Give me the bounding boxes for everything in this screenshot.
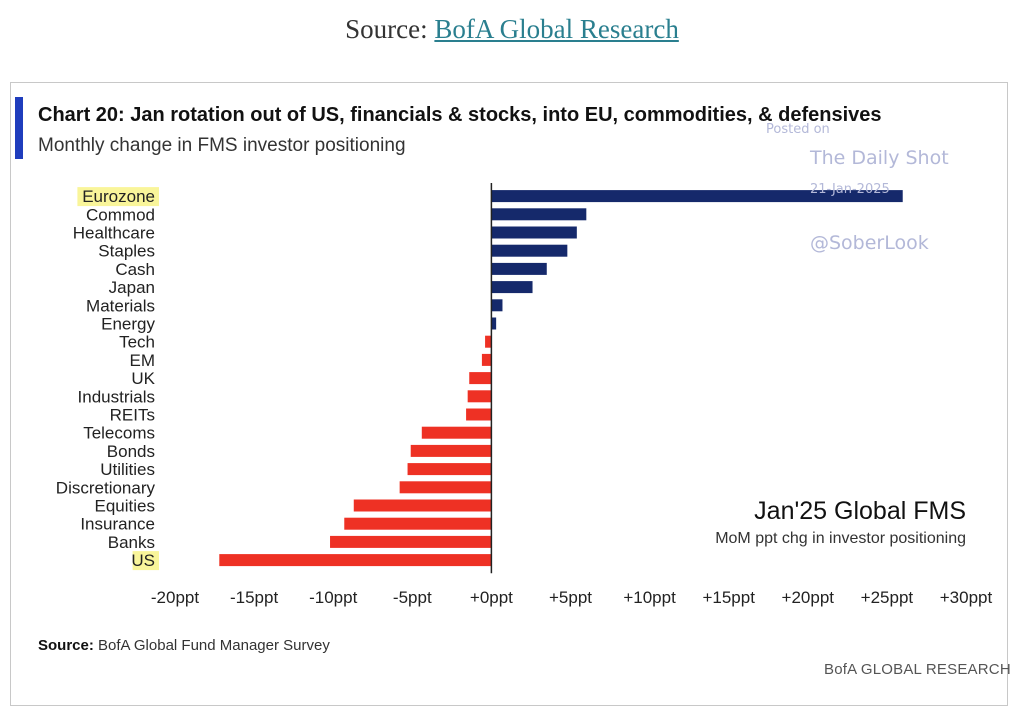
category-label-uk: UK bbox=[131, 369, 155, 388]
chart-subtitle: Monthly change in FMS investor positioni… bbox=[38, 135, 406, 156]
category-label-equities: Equities bbox=[95, 497, 155, 516]
x-tick-label: +0ppt bbox=[470, 588, 513, 607]
category-label-insurance: Insurance bbox=[80, 515, 155, 534]
bar-bonds bbox=[410, 444, 492, 457]
x-tick-label: +30ppt bbox=[940, 588, 993, 607]
bar-materials bbox=[491, 299, 503, 312]
bar-insurance bbox=[344, 517, 492, 530]
bar-tech bbox=[485, 335, 492, 348]
category-label-telecoms: Telecoms bbox=[83, 424, 155, 443]
category-label-cash: Cash bbox=[115, 260, 155, 279]
bar-energy bbox=[491, 317, 497, 330]
x-tick-label: -5ppt bbox=[393, 588, 432, 607]
bar-reits bbox=[466, 408, 492, 421]
x-tick-label: -15ppt bbox=[230, 588, 278, 607]
category-label-banks: Banks bbox=[108, 533, 155, 552]
title-accent-bar bbox=[15, 97, 23, 159]
bar-em bbox=[481, 353, 492, 366]
watermark-brand: The Daily Shot bbox=[810, 147, 949, 169]
bar-eurozone bbox=[491, 190, 903, 203]
bar-banks bbox=[330, 535, 492, 548]
annotation-subtitle: MoM ppt chg in investor positioning bbox=[715, 530, 966, 547]
bar-utilities bbox=[407, 463, 492, 476]
category-label-utilities: Utilities bbox=[100, 460, 155, 479]
x-tick-label: -10ppt bbox=[309, 588, 357, 607]
footer-source: Source: BofA Global Fund Manager Survey bbox=[38, 637, 330, 654]
chart-title: Chart 20: Jan rotation out of US, financ… bbox=[38, 104, 882, 126]
footer-source-text: BofA Global Fund Manager Survey bbox=[98, 637, 330, 654]
source-line: Source: BofA Global Research bbox=[0, 14, 1024, 45]
bar-staples bbox=[491, 244, 568, 257]
category-label-reits: REITs bbox=[110, 406, 155, 425]
x-tick-label: +10ppt bbox=[623, 588, 676, 607]
bar-equities bbox=[353, 499, 492, 512]
footer-brand: BofA GLOBAL RESEARCH bbox=[824, 661, 1011, 678]
category-label-eurozone: Eurozone bbox=[82, 187, 155, 206]
footer-source-label: Source: bbox=[38, 637, 94, 654]
category-label-bonds: Bonds bbox=[107, 442, 155, 461]
category-label-commod: Commod bbox=[86, 205, 155, 224]
annotation-title: Jan'25 Global FMS bbox=[754, 497, 966, 525]
bar-healthcare bbox=[491, 226, 577, 239]
bar-telecoms bbox=[421, 426, 492, 439]
bar-discretionary bbox=[399, 481, 492, 494]
watermark-posted: Posted on bbox=[766, 122, 830, 137]
chart-frame bbox=[10, 82, 1008, 706]
x-tick-label: +15ppt bbox=[702, 588, 755, 607]
x-tick-label: +20ppt bbox=[782, 588, 835, 607]
category-label-industrials: Industrials bbox=[78, 387, 155, 406]
bar-uk bbox=[469, 372, 492, 385]
x-tick-label: -20ppt bbox=[151, 588, 199, 607]
bar-industrials bbox=[467, 390, 492, 403]
watermark-date: 21-Jan-2025 bbox=[810, 182, 890, 197]
category-label-energy: Energy bbox=[101, 315, 155, 334]
bar-us bbox=[219, 554, 492, 567]
watermark-handle: @SoberLook bbox=[810, 232, 929, 254]
category-label-healthcare: Healthcare bbox=[73, 224, 155, 243]
bar-cash bbox=[491, 262, 547, 275]
bar-commod bbox=[491, 208, 587, 221]
category-label-us: US bbox=[131, 551, 155, 570]
highlight-eurozone bbox=[77, 187, 159, 207]
category-label-em: EM bbox=[130, 351, 156, 370]
highlight-us bbox=[132, 551, 159, 571]
source-prefix: Source: bbox=[345, 14, 435, 44]
category-label-tech: Tech bbox=[119, 333, 155, 352]
source-link[interactable]: BofA Global Research bbox=[434, 14, 679, 44]
category-label-materials: Materials bbox=[86, 296, 155, 315]
x-tick-label: +5ppt bbox=[549, 588, 592, 607]
category-label-japan: Japan bbox=[109, 278, 155, 297]
bar-japan bbox=[491, 281, 533, 294]
category-label-staples: Staples bbox=[98, 242, 155, 261]
category-label-discretionary: Discretionary bbox=[56, 478, 156, 497]
x-tick-label: +25ppt bbox=[861, 588, 914, 607]
